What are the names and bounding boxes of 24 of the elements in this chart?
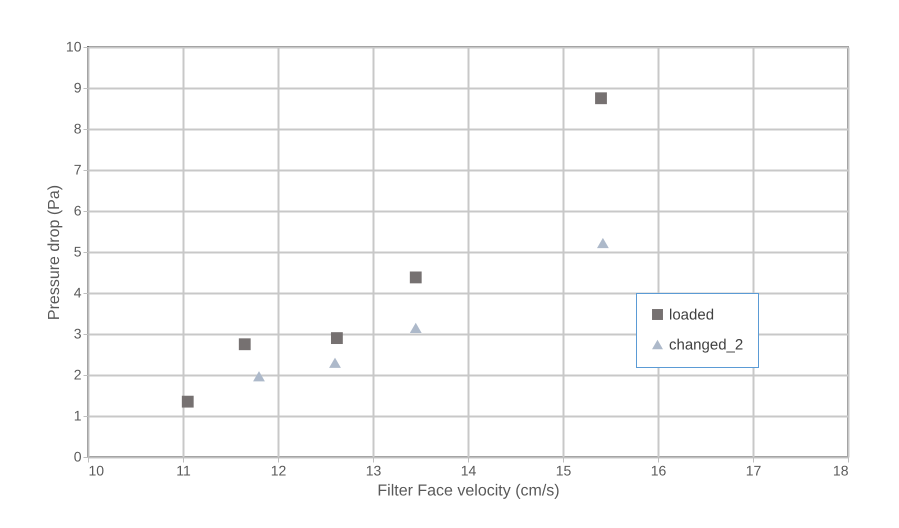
y-tick-label: 9 xyxy=(74,80,82,96)
y-tick-label: 0 xyxy=(74,448,82,464)
x-tick-label: 12 xyxy=(270,462,286,478)
y-tick-label: 8 xyxy=(74,120,82,136)
x-tick-label: 10 xyxy=(88,462,104,478)
y-tick-label: 5 xyxy=(74,244,82,260)
legend-label: loaded xyxy=(669,306,714,324)
y-tick-label: 4 xyxy=(74,284,82,300)
legend-label: changed_2 xyxy=(669,336,744,354)
y-tick-label: 7 xyxy=(74,162,82,178)
x-tick-label: 15 xyxy=(556,462,572,478)
y-tick-label: 3 xyxy=(74,326,82,342)
y-tick-label: 10 xyxy=(66,38,82,54)
x-tick-label: 17 xyxy=(746,462,762,478)
x-tick-label: 14 xyxy=(460,462,476,478)
y-tick-label: 6 xyxy=(74,202,82,218)
x-tick-label: 13 xyxy=(366,462,382,478)
x-tick-label: 16 xyxy=(650,462,666,478)
x-axis-title: Filter Face velocity (cm/s) xyxy=(377,482,560,500)
y-tick-label: 1 xyxy=(74,408,82,424)
y-axis-title: Pressure drop (Pa) xyxy=(46,184,63,320)
x-tick-label: 18 xyxy=(832,462,849,478)
x-tick-label: 11 xyxy=(176,462,191,478)
y-tick-label: 2 xyxy=(74,366,82,382)
